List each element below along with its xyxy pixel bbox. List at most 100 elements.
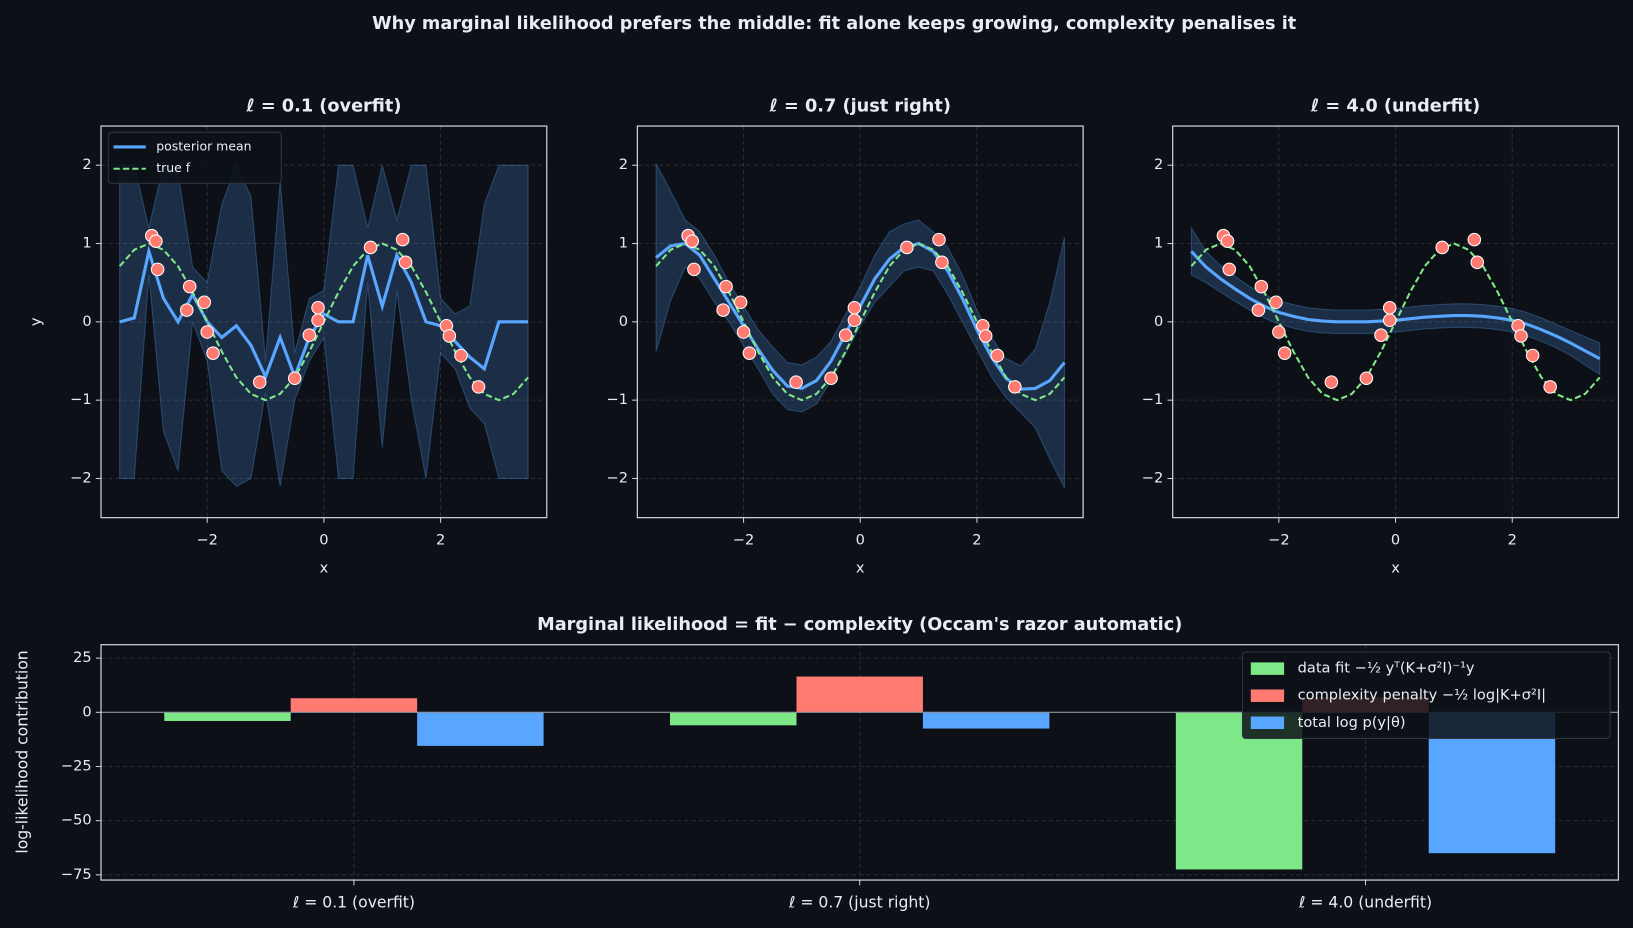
observation — [395, 232, 410, 247]
observation — [1514, 329, 1528, 343]
x-axis-label: x — [856, 560, 865, 577]
figure-title: Why marginal likelihood prefers the midd… — [372, 14, 1297, 34]
observation — [1220, 234, 1235, 248]
observation — [716, 303, 730, 317]
observation — [149, 234, 163, 248]
observation — [1435, 240, 1449, 255]
y-tick-label: −75 — [61, 866, 92, 883]
observation — [1382, 313, 1397, 328]
legend-label: data fit −½ yᵀ(K+σ²I)⁻¹y — [1298, 660, 1475, 677]
x-tick-label: −2 — [733, 532, 755, 549]
observation — [197, 295, 212, 310]
axes-frame — [1172, 125, 1620, 519]
chart-title: ℓ = 0.7 (just right) — [769, 96, 951, 116]
observation — [311, 300, 325, 315]
observation — [789, 375, 803, 389]
bar — [796, 676, 923, 713]
y-tick-label: 2 — [619, 156, 628, 173]
x-tick-label: 0 — [319, 532, 328, 549]
observation — [824, 371, 838, 385]
confidence-band — [119, 163, 529, 487]
observation — [733, 295, 748, 310]
observation — [1222, 262, 1237, 277]
observation — [935, 255, 949, 270]
observation — [847, 313, 862, 328]
y-tick-label: 0 — [619, 313, 628, 330]
observation — [719, 279, 733, 294]
chart-title: Marginal likelihood = fit − complexity (… — [537, 615, 1182, 635]
y-tick-label: 1 — [82, 235, 91, 252]
legend-box — [1241, 651, 1611, 739]
y-tick-label: −1 — [606, 391, 628, 408]
chart-title: ℓ = 4.0 (underfit) — [1310, 96, 1480, 116]
x-tick-label: ℓ = 4.0 (underfit) — [1298, 893, 1432, 911]
x-tick-label: 2 — [972, 532, 981, 549]
x-tick-label: −2 — [196, 532, 218, 549]
x-tick-label: ℓ = 0.1 (overfit) — [292, 893, 415, 911]
observation — [311, 313, 325, 328]
y-axis-label: y — [27, 317, 44, 326]
observation — [736, 325, 751, 339]
y-axis-label: log-likelihood contribution — [13, 650, 31, 853]
observation — [1359, 371, 1374, 385]
y-tick-label: −50 — [61, 812, 92, 829]
legend-label: posterior mean — [156, 138, 251, 153]
y-tick-label: 1 — [1154, 235, 1163, 252]
legend-label: total log p(y|θ) — [1298, 714, 1406, 731]
bar — [290, 698, 418, 713]
axes-frame — [636, 125, 1084, 519]
observation — [302, 328, 317, 342]
observation — [180, 303, 194, 317]
observation — [838, 328, 853, 342]
observation — [1374, 328, 1388, 342]
observation — [685, 234, 699, 248]
observation — [978, 329, 993, 343]
bar — [417, 712, 544, 746]
y-tick-label: −25 — [61, 757, 92, 774]
observation — [1467, 232, 1482, 247]
bar — [922, 712, 1050, 729]
x-tick-label: 0 — [856, 532, 865, 549]
observation — [742, 346, 757, 360]
legend-swatch — [1250, 716, 1285, 730]
observation — [1525, 348, 1540, 363]
observation — [200, 325, 214, 339]
observation — [252, 375, 267, 389]
observation — [1277, 346, 1292, 360]
y-tick-label: 1 — [619, 235, 628, 252]
x-tick-label: 2 — [436, 532, 445, 549]
observation — [287, 371, 302, 385]
x-tick-label: ℓ = 0.7 (just right) — [788, 893, 931, 911]
observation — [454, 348, 468, 363]
observation — [1543, 380, 1557, 394]
y-tick-label: −1 — [70, 391, 91, 408]
observation — [687, 262, 701, 277]
legend-label: complexity penalty −½ log|K+σ²I| — [1298, 687, 1546, 704]
observation — [900, 240, 914, 255]
x-axis-label: x — [320, 560, 329, 577]
confidence-band — [655, 163, 1065, 489]
observation — [847, 300, 862, 315]
legend-box — [107, 131, 282, 184]
observation — [363, 240, 378, 255]
observation — [398, 255, 413, 270]
y-tick-label: 25 — [73, 649, 92, 666]
observation — [150, 262, 165, 277]
y-tick-label: −2 — [70, 469, 91, 486]
chart-title: ℓ = 0.1 (overfit) — [245, 96, 401, 116]
axes-frame — [100, 644, 1620, 881]
y-tick-label: −2 — [1142, 469, 1164, 486]
legend-swatch — [1250, 662, 1285, 675]
observation — [471, 380, 486, 394]
bar — [670, 712, 797, 726]
observation — [1324, 375, 1339, 389]
y-tick-label: 0 — [82, 313, 91, 330]
observation — [1254, 279, 1269, 294]
y-tick-label: 0 — [82, 703, 91, 720]
observation — [182, 279, 197, 294]
y-tick-label: −2 — [606, 469, 628, 486]
observation — [990, 348, 1005, 363]
legend-swatch — [1250, 689, 1285, 702]
observation — [932, 232, 946, 247]
